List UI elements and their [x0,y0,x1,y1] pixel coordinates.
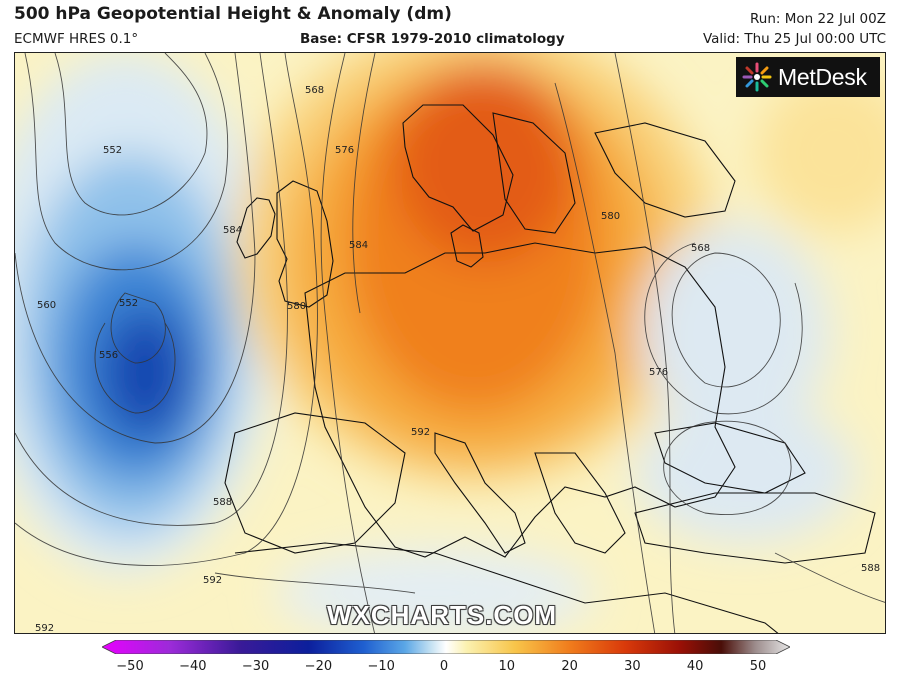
chart-title: 500 hPa Geopotential Height & Anomaly (d… [14,4,452,24]
climatology-base-label: Base: CFSR 1979-2010 climatology [300,31,565,47]
anomaly-shading [15,53,885,633]
colorbar-tick-label: 50 [749,659,767,674]
colorbar-tick-label: 10 [498,659,516,674]
metdesk-logo-icon [742,62,772,92]
contour-label: 552 [103,145,122,156]
contour-label: 580 [287,301,306,312]
model-label: ECMWF HRES 0.1° [14,31,139,47]
colorbar-tick-label: −30 [241,659,270,674]
contour-label: 552 [119,298,138,309]
contour-label: 588 [861,563,880,574]
contour-label: 560 [37,300,56,311]
contour-label: 568 [305,85,324,96]
metdesk-logo-text: MetDesk [778,63,867,90]
contour-label: 580 [601,211,620,222]
colorbar-tick-label: 0 [439,659,449,674]
map-canvas: 552 568 576 584 560 552 556 584 580 592 … [15,53,885,634]
height-contours [15,53,885,633]
colorbar-tick-label: 30 [624,659,641,674]
wxcharts-watermark: WXCHARTS.COM [327,600,558,630]
contour-label: 556 [99,350,118,361]
contour-label: 584 [349,240,368,251]
colorbar-tick-label: 40 [686,659,704,674]
colorbar-tick-label: −10 [367,659,395,674]
contour-label: 588 [213,497,232,508]
metdesk-logo: MetDesk [736,57,880,97]
valid-time-label: Valid: Thu 25 Jul 00:00 UTC [702,31,886,47]
contour-label: 576 [335,145,354,156]
contour-label-group: 552 568 576 584 560 552 556 584 580 592 … [35,85,880,634]
contour-label: 592 [203,575,222,586]
coastlines [224,104,876,633]
contour-label: 576 [649,367,668,378]
colorbar-tick-label: 20 [561,659,578,674]
colorbar-tick-label: −50 [116,659,144,674]
map-panel: 552 568 576 584 560 552 556 584 580 592 … [14,52,886,634]
colorbar-gradient [102,640,790,654]
contour-label: 592 [35,623,54,634]
contour-label: 592 [411,427,430,438]
contour-label: 568 [691,243,710,254]
colorbar-tick-label: −40 [179,659,207,674]
colorbar [102,640,790,654]
run-time-label: Run: Mon 22 Jul 00Z [750,11,886,27]
contour-label: 584 [223,225,242,236]
colorbar-tick-label: −20 [304,659,333,674]
